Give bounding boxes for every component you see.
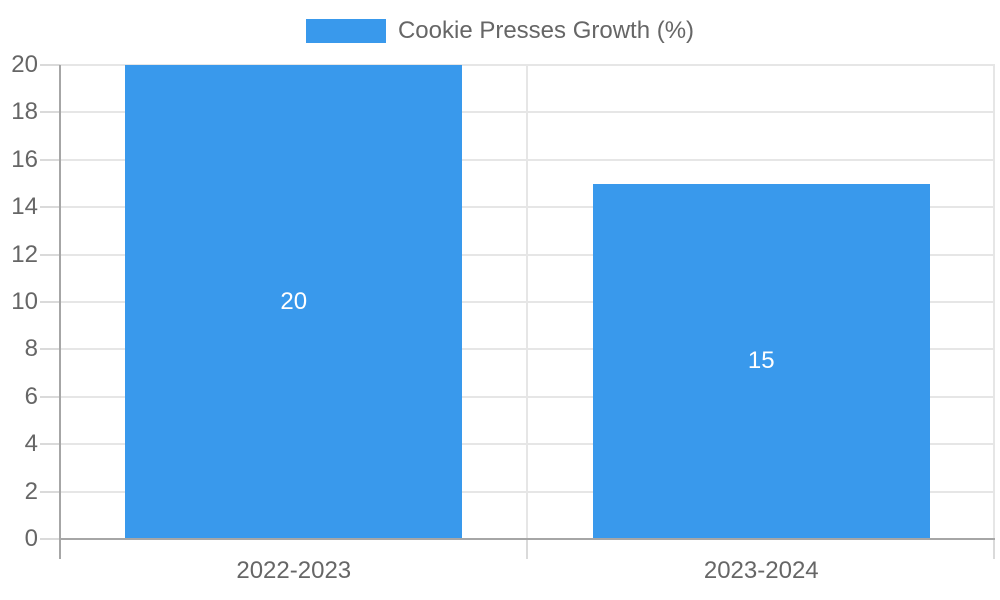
legend[interactable]: Cookie Presses Growth (%) [0,17,1000,45]
gridline-y-18 [60,111,995,114]
y-tick-label: 0 [24,525,38,552]
y-tick-mark [40,348,60,351]
y-tick-mark [40,206,60,209]
y-tick-mark [40,395,60,398]
gridline-y-8 [60,348,995,351]
y-tick-label: 2 [24,477,38,505]
x-tick-label-2023-2024: 2023-2024 [703,557,819,584]
gridline-y-16 [60,158,995,161]
gridline-y-20 [60,64,995,66]
y-tick-label: 14 [11,193,38,221]
gridline-x-boundary [993,65,995,539]
y-tick-label: 20 [11,51,38,78]
legend-color-swatch [305,19,386,43]
y-tick-label: 16 [11,145,38,173]
gridline-y-2 [60,490,995,493]
y-tick-label: 12 [11,240,38,268]
bar-value-label: 20 [280,288,308,315]
gridline-x-boundary [525,65,528,539]
bar-value-label: 15 [747,347,775,375]
gridline-y-14 [60,206,995,209]
y-tick-label: 10 [11,288,38,315]
y-tick-label: 6 [24,382,38,410]
x-tick-mark [525,539,528,559]
bar-2022-2023[interactable]: 20 [125,65,463,539]
y-tick-mark [40,253,60,256]
y-tick-mark [40,301,60,303]
gridline-y-6 [60,395,995,398]
y-tick-mark [40,538,60,540]
y-tick-label: 4 [24,430,38,458]
y-tick-mark [40,64,60,66]
x-tick-mark [993,539,995,559]
y-tick-mark [40,443,60,446]
y-axis-line [59,65,61,559]
bar-2023-2024[interactable]: 15 [592,183,930,539]
y-tick-mark [40,158,60,161]
x-tick-label-2022-2023: 2022-2023 [236,557,352,584]
gridline-y-4 [60,443,995,446]
x-axis-line [59,538,995,540]
y-tick-label: 18 [11,98,38,126]
legend-label: Cookie Presses Growth (%) [397,17,695,44]
gridline-y-10 [60,301,995,303]
y-tick-mark [40,490,60,493]
y-tick-label: 8 [24,335,38,363]
gridline-y-12 [60,253,995,256]
y-tick-mark [40,111,60,114]
